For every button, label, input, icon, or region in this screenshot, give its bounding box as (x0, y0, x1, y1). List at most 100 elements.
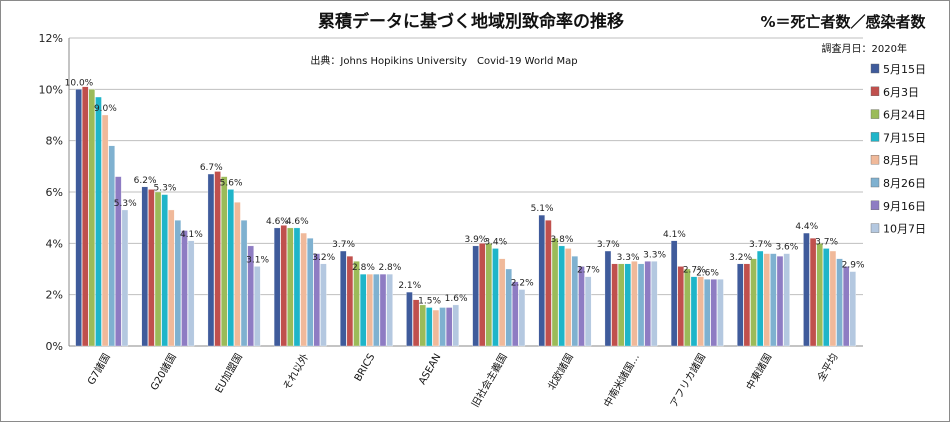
bar (221, 176, 228, 347)
x-tick-label: 中東諸国 (743, 351, 774, 392)
legend-swatch (870, 132, 880, 142)
bar (207, 173, 215, 347)
bar (412, 299, 420, 347)
bar (498, 258, 506, 347)
x-tick-label: アフリカ諸国 (667, 351, 708, 409)
bar (809, 238, 817, 347)
bar (240, 220, 248, 347)
bar (379, 273, 387, 347)
bar (492, 248, 499, 347)
bar (637, 263, 645, 347)
bar (300, 232, 307, 347)
chart-title: 累積データに基づく地域別致命率の推移 (318, 11, 624, 32)
bar (234, 202, 241, 347)
gridlines (69, 37, 863, 347)
bar (518, 289, 526, 347)
data-label: 3.2% (312, 253, 335, 263)
bar (406, 291, 413, 347)
data-label: 4.4% (795, 222, 818, 232)
bar (161, 194, 168, 347)
bar (697, 276, 704, 347)
bar (307, 238, 314, 347)
x-tick-label: 全平均 (814, 351, 840, 383)
legend-label: 10月7日 (883, 223, 926, 236)
bar (710, 279, 717, 347)
data-label: 1.6% (445, 294, 468, 304)
bar (472, 245, 479, 347)
bar (452, 304, 459, 347)
data-label: 3.8% (551, 235, 574, 245)
bar (770, 253, 777, 347)
y-tick-label: 2% (46, 289, 63, 302)
bar (313, 253, 320, 347)
data-label: 3.1% (246, 255, 269, 265)
data-label: 9.0% (94, 104, 117, 114)
data-label: 5.1% (531, 204, 554, 214)
data-label: 2.8% (352, 263, 375, 273)
x-tick-label: G20諸国 (147, 351, 179, 393)
bar (214, 171, 221, 347)
bar (148, 189, 155, 347)
data-label: 3.3% (643, 250, 666, 260)
bar (750, 258, 757, 347)
data-label: 2.8% (378, 263, 401, 273)
bar (82, 86, 89, 347)
data-label: 3.3% (617, 253, 640, 263)
data-label: 2.9% (842, 261, 865, 271)
bar (538, 214, 545, 347)
bar (88, 89, 96, 347)
bar (684, 268, 691, 347)
data-label: 3.6% (775, 243, 798, 253)
bar (346, 256, 354, 347)
legend-label: 8月5日 (883, 154, 919, 167)
data-label: 4.1% (180, 230, 203, 240)
x-axis: G7諸国 G20諸国 EU加盟国 それ以外 BRICS ASEAN 旧社会主義国 北欧諸国 中南… (84, 351, 840, 409)
bar (174, 220, 182, 347)
bar (704, 279, 711, 347)
bar (571, 256, 579, 347)
x-tick-label: ASEAN (417, 352, 443, 387)
bar (419, 304, 426, 347)
bar (505, 268, 512, 347)
bar (187, 240, 195, 347)
bar (512, 281, 519, 347)
formula-label: %＝死亡者数／感染者数 (760, 13, 926, 31)
data-label: 3.7% (597, 240, 620, 250)
x-tick-label: それ以外 (281, 352, 311, 393)
data-labels: 10.0%9.0%5.3%6.2%5.3%4.1%6.7%5.6%3.1%4.6… (65, 78, 865, 306)
y-axis: 0% 2% 4% 6% 8% 10% 12% (39, 32, 863, 353)
legend-label: 6月24日 (883, 109, 926, 122)
bar (426, 307, 433, 347)
legend-label: 9月16日 (883, 200, 926, 213)
legend-swatch (870, 86, 880, 97)
data-label: 1.5% (418, 297, 441, 307)
legend-swatch (870, 63, 880, 74)
bar (293, 227, 301, 347)
bar (95, 96, 102, 347)
legend-swatch (870, 154, 880, 165)
bar (651, 261, 658, 347)
legend-label: 6月3日 (883, 86, 919, 99)
legend-label: 7月15日 (883, 131, 926, 144)
data-label: 2.7% (577, 266, 600, 276)
bar (287, 227, 294, 347)
bar (551, 238, 559, 347)
data-label: 2.2% (511, 279, 534, 289)
source-subtitle: 出典：Johns Hopikins University Covid-19 Wo… (310, 54, 577, 67)
survey-date-note: 調査月日：2020年 (822, 42, 907, 55)
bar (717, 279, 724, 347)
bar (618, 263, 625, 347)
bar (578, 266, 585, 347)
bar (644, 261, 651, 347)
bar (445, 307, 453, 347)
legend-label: 8月26日 (883, 177, 926, 190)
x-tick-label: 中南米諸国… (601, 351, 642, 409)
bar (432, 309, 440, 347)
data-label: 2.6% (696, 268, 719, 278)
bar (320, 263, 327, 347)
bar (479, 243, 486, 347)
bar (108, 145, 115, 347)
data-label: 3.7% (749, 240, 772, 250)
data-label: 3.9% (464, 235, 487, 245)
